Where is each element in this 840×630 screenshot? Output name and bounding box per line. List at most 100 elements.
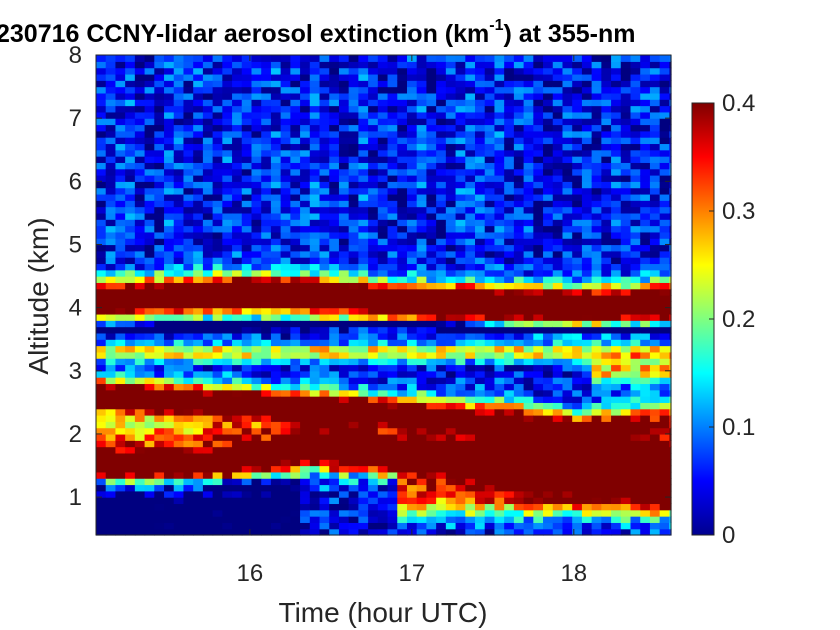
heatmap-cell bbox=[193, 257, 204, 265]
heatmap-cell bbox=[630, 402, 641, 410]
heatmap-cell bbox=[484, 484, 496, 492]
heatmap-cell bbox=[144, 162, 155, 170]
heatmap-cell bbox=[475, 408, 486, 416]
heatmap-cell bbox=[484, 162, 496, 170]
heatmap-cell bbox=[504, 503, 515, 511]
heatmap-cell bbox=[164, 67, 175, 75]
heatmap-cell bbox=[144, 257, 155, 265]
heatmap-cell bbox=[543, 162, 554, 170]
heatmap-cell bbox=[543, 408, 554, 416]
heatmap-cell bbox=[280, 149, 291, 157]
heatmap-cell bbox=[494, 282, 505, 290]
heatmap-cell bbox=[261, 193, 272, 201]
heatmap-cell bbox=[261, 509, 272, 517]
heatmap-cell bbox=[484, 288, 496, 296]
heatmap-cell bbox=[455, 415, 466, 422]
heatmap-cell bbox=[261, 383, 272, 391]
heatmap-cell bbox=[290, 231, 301, 239]
heatmap-cell bbox=[640, 370, 651, 378]
heatmap-cell bbox=[358, 282, 369, 290]
heatmap-cell bbox=[640, 212, 651, 220]
heatmap-cell bbox=[562, 238, 573, 246]
heatmap-cell bbox=[222, 282, 233, 290]
heatmap-cell bbox=[513, 471, 525, 479]
heatmap-cell bbox=[533, 370, 544, 378]
heatmap-cell bbox=[445, 55, 457, 62]
heatmap-cell bbox=[494, 377, 505, 385]
heatmap-cell bbox=[348, 509, 359, 517]
heatmap-cell bbox=[241, 92, 253, 100]
heatmap-cell bbox=[552, 478, 564, 486]
heatmap-cell bbox=[222, 522, 233, 530]
heatmap-cell bbox=[436, 396, 447, 403]
heatmap-cell bbox=[572, 332, 583, 340]
heatmap-cell bbox=[659, 225, 670, 233]
heatmap-cell bbox=[300, 326, 311, 334]
heatmap-cell bbox=[173, 320, 185, 328]
heatmap-cell bbox=[552, 99, 564, 107]
heatmap-cell bbox=[338, 313, 350, 321]
heatmap-cell bbox=[504, 370, 515, 378]
heatmap-cell bbox=[562, 364, 573, 372]
heatmap-cell bbox=[290, 528, 301, 536]
heatmap-cell bbox=[125, 175, 136, 182]
heatmap-cell bbox=[134, 389, 146, 397]
heatmap-cell bbox=[513, 219, 525, 227]
heatmap-cell bbox=[358, 250, 369, 258]
heatmap-cell bbox=[270, 478, 282, 486]
heatmap-cell bbox=[261, 358, 272, 366]
heatmap-cell bbox=[212, 484, 223, 492]
heatmap-cell bbox=[154, 440, 165, 448]
heatmap-cell bbox=[377, 402, 389, 410]
heatmap-cell bbox=[426, 118, 437, 126]
heatmap-cell bbox=[533, 231, 544, 239]
heatmap-cell bbox=[338, 471, 350, 479]
heatmap-cell bbox=[475, 528, 486, 536]
heatmap-cell bbox=[183, 276, 194, 283]
heatmap-cell bbox=[319, 503, 330, 511]
heatmap-cell bbox=[270, 415, 282, 422]
heatmap-cell bbox=[280, 509, 291, 517]
heatmap-cell bbox=[154, 263, 165, 271]
heatmap-cell bbox=[523, 111, 534, 119]
heatmap-cell bbox=[125, 143, 136, 151]
heatmap-cell bbox=[290, 80, 301, 88]
heatmap-cell bbox=[212, 452, 223, 460]
heatmap-cell bbox=[105, 80, 117, 88]
heatmap-cell bbox=[270, 231, 282, 239]
heatmap-cell bbox=[533, 219, 544, 227]
heatmap-cell bbox=[251, 250, 262, 258]
heatmap-cell bbox=[261, 111, 272, 119]
heatmap-cell bbox=[669, 288, 672, 296]
heatmap-cell bbox=[475, 364, 486, 372]
heatmap-cell bbox=[125, 402, 136, 410]
heatmap-cell bbox=[222, 181, 233, 189]
heatmap-cell bbox=[261, 168, 272, 176]
heatmap-cell bbox=[640, 332, 651, 340]
heatmap-cell bbox=[504, 402, 515, 410]
colorbar-tick-label: 0.2 bbox=[722, 306, 755, 333]
heatmap-cell bbox=[669, 326, 672, 334]
heatmap-cell bbox=[368, 295, 379, 302]
heatmap-cell bbox=[513, 55, 525, 62]
heatmap-cell bbox=[300, 402, 311, 410]
heatmap-cell bbox=[601, 257, 612, 265]
heatmap-cell bbox=[338, 433, 350, 441]
heatmap-cell bbox=[96, 351, 107, 359]
heatmap-cell bbox=[377, 118, 389, 126]
heatmap-cell bbox=[329, 206, 340, 214]
heatmap-cell bbox=[232, 212, 243, 220]
heatmap-cell bbox=[183, 313, 194, 321]
heatmap-cell bbox=[581, 193, 593, 201]
heatmap-cell bbox=[436, 516, 447, 523]
heatmap-cell bbox=[387, 99, 398, 107]
heatmap-cell bbox=[445, 212, 457, 220]
heatmap-cell bbox=[455, 301, 466, 309]
heatmap-cell bbox=[601, 61, 612, 69]
heatmap-cell bbox=[134, 67, 146, 75]
heatmap-cell bbox=[173, 257, 185, 265]
heatmap-cell bbox=[338, 276, 350, 283]
heatmap-cell bbox=[552, 288, 564, 296]
heatmap-cell bbox=[581, 187, 593, 195]
heatmap-cell bbox=[183, 433, 194, 441]
